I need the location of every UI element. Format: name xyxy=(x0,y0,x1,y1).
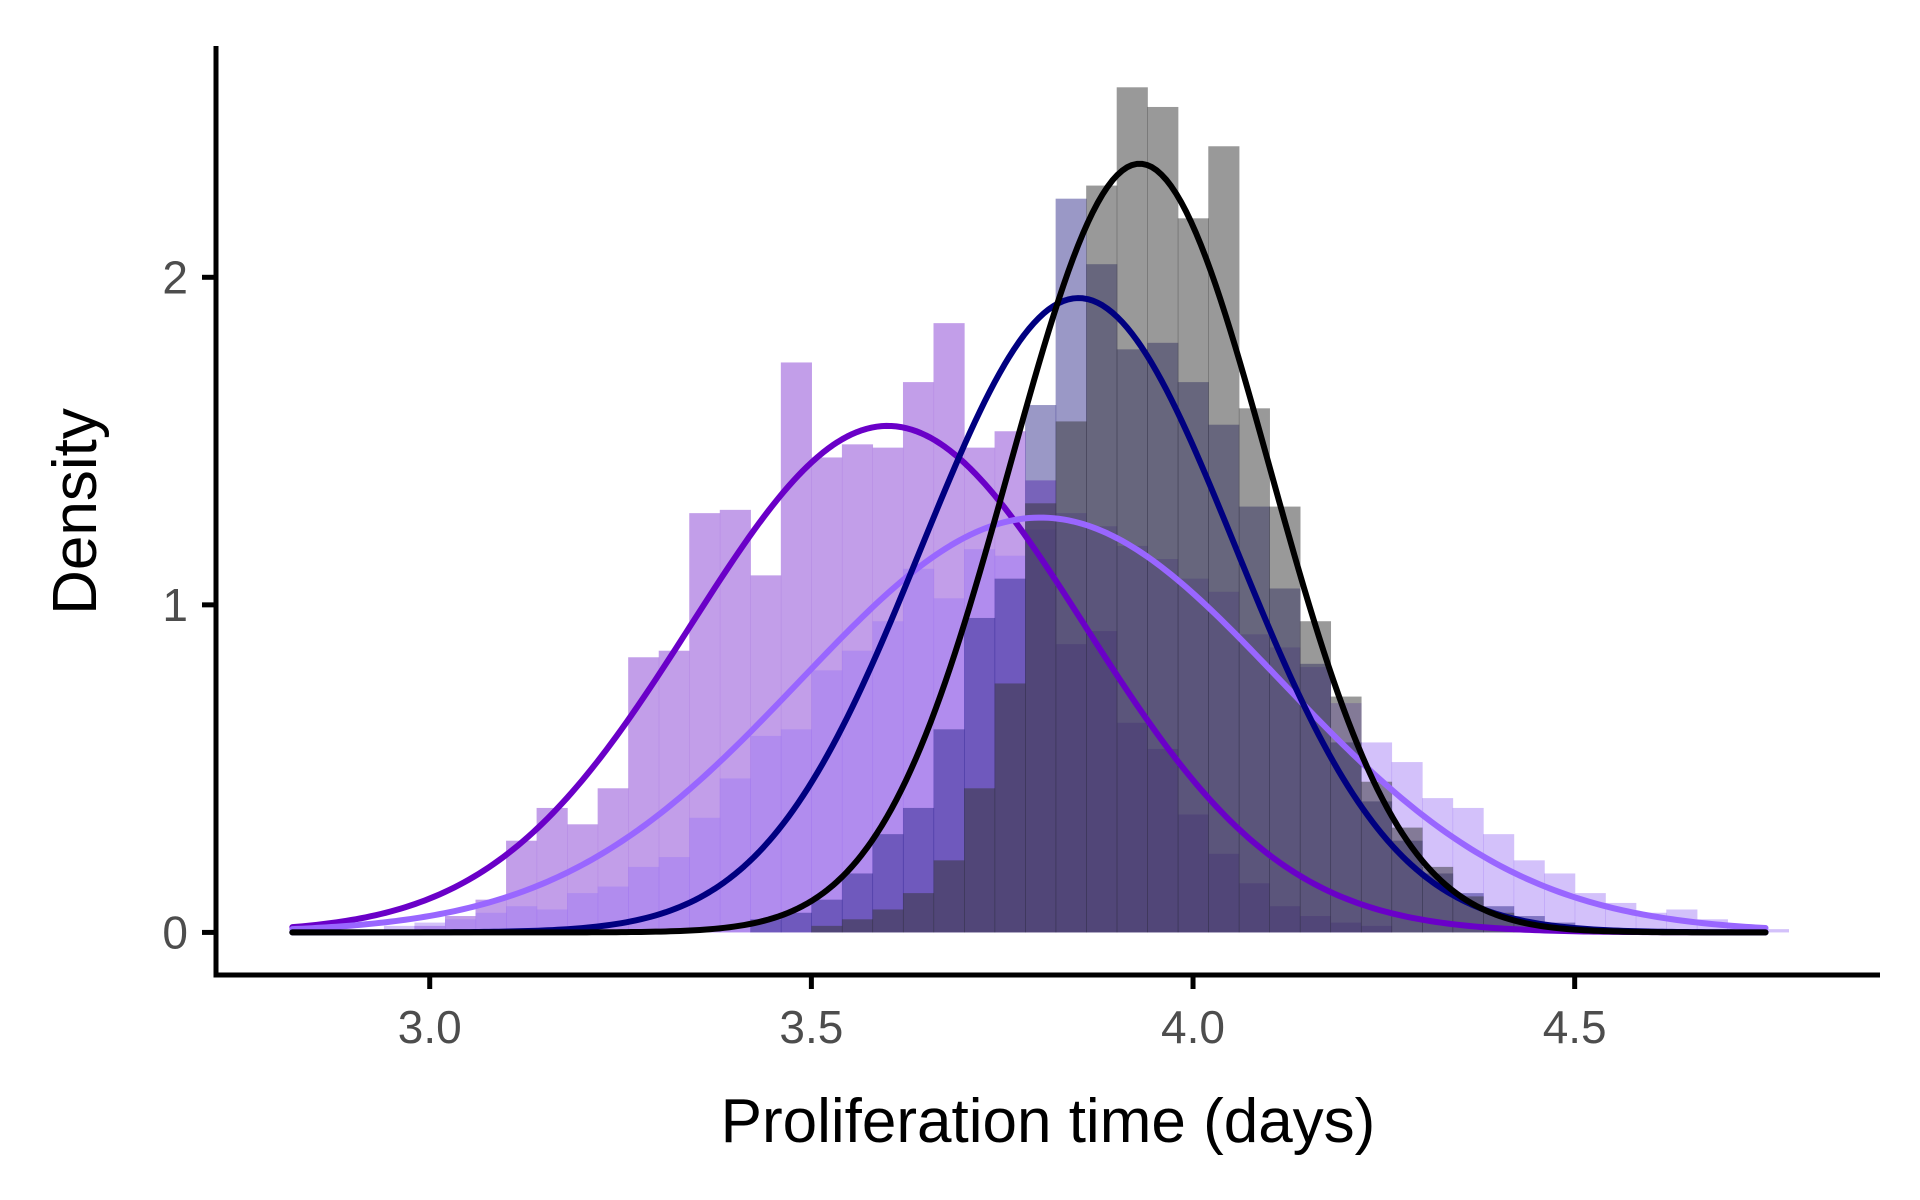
histogram-bar xyxy=(567,824,599,933)
histogram-bar xyxy=(964,788,996,933)
x-tick-label: 3.5 xyxy=(779,1001,843,1053)
density-curves xyxy=(289,160,1769,936)
histogram-bar xyxy=(1025,503,1057,933)
y-tick-label: 1 xyxy=(162,579,188,631)
histogram-bar xyxy=(902,893,935,933)
histogram-bar xyxy=(383,925,416,933)
histogram-bar xyxy=(1757,929,1789,933)
histogram-bar xyxy=(872,621,904,933)
axes: 3.0 3.5 4.0 4.5 0 1 2 xyxy=(162,46,1880,1053)
histogram-bar xyxy=(902,382,935,933)
series-1-density-curve xyxy=(289,422,1769,936)
histogram-bar xyxy=(780,912,812,933)
histogram-bar xyxy=(811,925,843,933)
series-4-density-curve xyxy=(289,160,1769,936)
histogram-bar xyxy=(933,860,965,933)
series-2-density-curve xyxy=(289,514,1769,933)
x-tick-label: 4.5 xyxy=(1543,1001,1607,1053)
histogram-bar xyxy=(780,729,812,933)
x-axis-title: Proliferation time (days) xyxy=(721,1087,1376,1156)
histogram-bar xyxy=(1177,218,1209,933)
y-axis-title: Density xyxy=(41,408,110,615)
histogram-bar xyxy=(444,916,477,933)
histogram-bar xyxy=(811,457,843,933)
histogram-bar xyxy=(414,922,446,933)
histogram-bar xyxy=(414,925,446,933)
y-tick-label: 2 xyxy=(162,251,188,303)
y-tick-label: 0 xyxy=(162,906,188,958)
histogram-bar xyxy=(1116,87,1148,933)
histogram-bar xyxy=(933,323,965,933)
histogram-bar xyxy=(475,912,507,933)
histogram-bar xyxy=(658,857,690,933)
histogram-bar xyxy=(536,807,568,933)
histogram-bar xyxy=(1147,106,1179,933)
histogram-bar xyxy=(780,362,812,933)
histogram-bar xyxy=(872,909,904,933)
histogram-bar xyxy=(1055,421,1087,933)
x-tick-label: 4.0 xyxy=(1161,1001,1225,1053)
histogram-bar xyxy=(994,683,1026,933)
histogram-bar xyxy=(689,817,721,933)
x-tick-label: 3.0 xyxy=(398,1001,462,1053)
histogram-bar xyxy=(750,575,782,933)
histogram-bar xyxy=(841,919,874,933)
histogram-bar xyxy=(719,778,751,933)
histogram-bar xyxy=(628,657,660,933)
histogram-bar xyxy=(597,788,629,933)
histogram-bar xyxy=(872,447,904,933)
